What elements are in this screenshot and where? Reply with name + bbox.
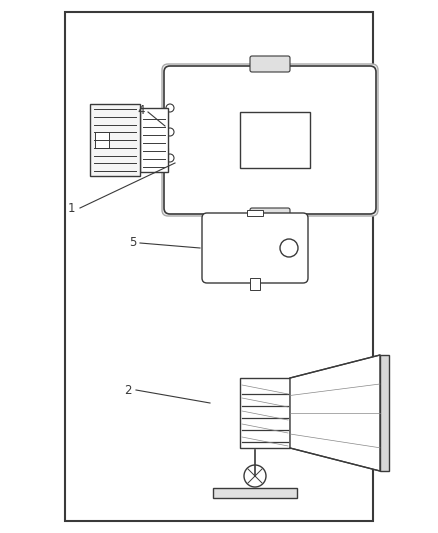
- Text: 4: 4: [138, 104, 145, 117]
- Polygon shape: [290, 355, 380, 471]
- Bar: [247, 210, 263, 216]
- Bar: [213, 488, 297, 498]
- Bar: [250, 278, 260, 290]
- Text: 2: 2: [124, 384, 132, 397]
- Circle shape: [244, 465, 266, 487]
- Circle shape: [166, 154, 174, 162]
- Circle shape: [166, 128, 174, 136]
- FancyBboxPatch shape: [202, 213, 308, 283]
- Bar: [240, 378, 290, 448]
- FancyBboxPatch shape: [250, 208, 290, 224]
- Bar: [95, 132, 109, 148]
- FancyBboxPatch shape: [250, 56, 290, 72]
- Bar: [90, 104, 140, 176]
- Bar: [240, 112, 310, 168]
- Circle shape: [166, 104, 174, 112]
- Bar: [160, 148, 168, 168]
- Bar: [160, 110, 168, 132]
- Text: 1: 1: [67, 201, 75, 214]
- Text: 5: 5: [129, 237, 136, 249]
- Circle shape: [280, 239, 298, 257]
- Bar: [380, 355, 389, 471]
- FancyBboxPatch shape: [162, 64, 378, 216]
- Bar: [65, 12, 373, 521]
- FancyBboxPatch shape: [164, 66, 376, 214]
- Bar: [140, 108, 168, 172]
